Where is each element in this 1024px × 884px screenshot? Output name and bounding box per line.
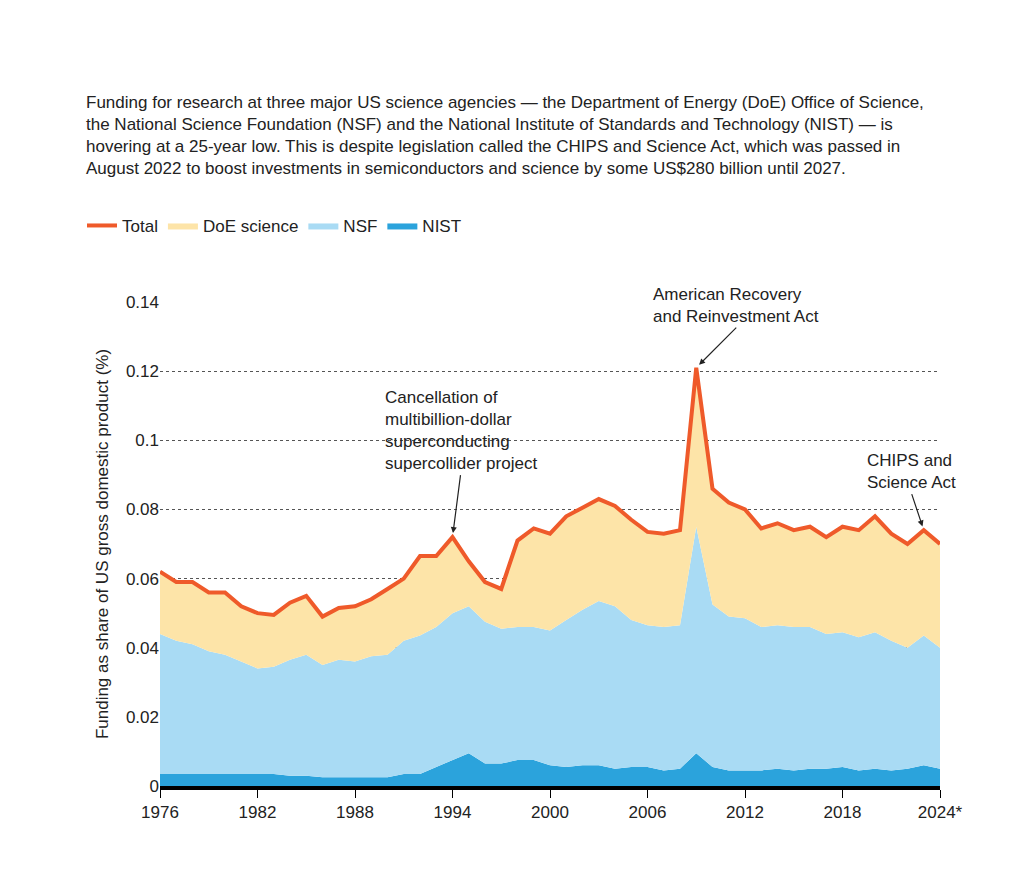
svg-text:0.04: 0.04	[126, 639, 159, 658]
svg-text:NSF: NSF	[343, 217, 377, 236]
svg-text:2000: 2000	[531, 803, 569, 822]
svg-text:NIST: NIST	[422, 217, 461, 236]
svg-text:DoE science: DoE science	[203, 217, 298, 236]
svg-text:2006: 2006	[629, 803, 667, 822]
svg-text:2024*: 2024*	[918, 803, 963, 822]
svg-text:Funding as share of US gross d: Funding as share of US gross domestic pr…	[93, 349, 112, 739]
svg-text:CHIPS andScience Act: CHIPS andScience Act	[867, 451, 956, 492]
svg-text:2018: 2018	[824, 803, 862, 822]
svg-text:1982: 1982	[239, 803, 277, 822]
svg-text:0.02: 0.02	[126, 708, 159, 727]
svg-text:Cancellation ofmultibillion-do: Cancellation ofmultibillion-dollarsuperc…	[385, 388, 537, 473]
svg-text:2012: 2012	[726, 803, 764, 822]
svg-text:Total: Total	[122, 217, 158, 236]
svg-text:1976: 1976	[141, 803, 179, 822]
html-text:Funding for research at three: Funding for research at three major US s…	[86, 93, 924, 178]
svg-text:American Recoveryand Reinvestm: American Recoveryand Reinvestment Act	[653, 285, 819, 326]
svg-text:1988: 1988	[336, 803, 374, 822]
svg-text:1994: 1994	[434, 803, 472, 822]
svg-text:0.08: 0.08	[126, 500, 159, 519]
svg-text:0.06: 0.06	[126, 570, 159, 589]
svg-text:0: 0	[150, 777, 159, 796]
svg-text:0.14: 0.14	[126, 293, 159, 312]
svg-text:0.1: 0.1	[135, 431, 159, 450]
svg-text:0.12: 0.12	[126, 362, 159, 381]
